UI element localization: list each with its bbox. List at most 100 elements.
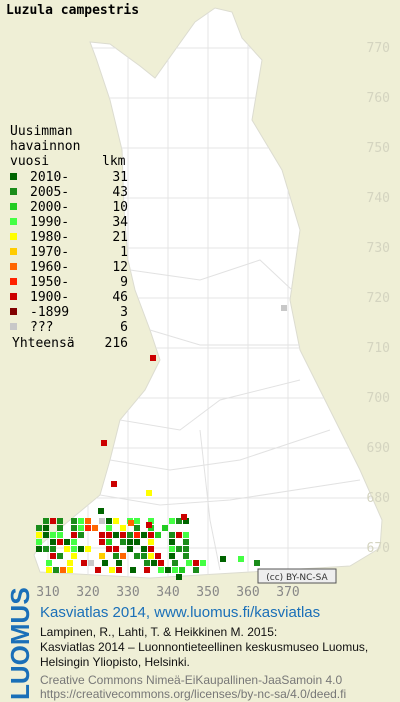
occurrence (254, 560, 260, 566)
occurrence (148, 539, 154, 545)
legend-swatch (10, 278, 17, 285)
legend-label: -1899 (30, 305, 69, 320)
occurrence (150, 355, 156, 361)
legend-swatch (10, 233, 17, 240)
occurrence (106, 532, 112, 538)
occurrence (43, 546, 49, 552)
occurrence (71, 553, 77, 559)
occurrence (155, 553, 161, 559)
occurrence (36, 525, 42, 531)
occurrence (158, 567, 164, 573)
legend-count: 43 (112, 185, 128, 200)
legend-swatch (10, 203, 17, 210)
occurrence (116, 567, 122, 573)
occurrence (169, 518, 175, 524)
occurrence (165, 567, 171, 573)
total-label: Yhteensä (12, 336, 75, 351)
y-label: 760 (367, 91, 390, 106)
occurrence (162, 525, 168, 531)
y-label: 720 (367, 291, 390, 306)
license-badge-text: (cc) BY-NC-SA (266, 573, 328, 583)
occurrence (71, 532, 77, 538)
occurrence (53, 567, 59, 573)
legend-label: 1970- (30, 245, 69, 260)
x-label: 370 (276, 585, 299, 600)
occurrence (141, 532, 147, 538)
occurrence (101, 440, 107, 446)
y-label: 700 (367, 391, 390, 406)
occurrence (78, 532, 84, 538)
legend-swatch (10, 188, 17, 195)
citation-line: Kasviatlas 2014 – Luonnontieteellinen ke… (40, 640, 368, 654)
occurrence (57, 518, 63, 524)
occurrence (146, 522, 152, 528)
occurrence (186, 560, 192, 566)
occurrence (155, 532, 161, 538)
occurrence (67, 567, 73, 573)
occurrence (109, 567, 115, 573)
occurrence (148, 532, 154, 538)
occurrence (71, 539, 77, 545)
occurrence (176, 546, 182, 552)
occurrence (134, 518, 140, 524)
region-borders (99, 259, 361, 571)
legend-count: 10 (112, 200, 128, 215)
legend-swatch (10, 308, 17, 315)
occurrence (106, 525, 112, 531)
y-label: 750 (367, 141, 390, 156)
occurrence (71, 546, 77, 552)
license-line: Creative Commons Nimeä-EiKaupallinen-Jaa… (40, 673, 342, 687)
occurrence (50, 546, 56, 552)
occurrence (50, 539, 56, 545)
legend-label: 1990- (30, 215, 69, 230)
legend-heading: Uusimman (10, 124, 73, 139)
legend-count: 9 (120, 275, 128, 290)
legend-count: 31 (112, 170, 128, 185)
occurrence (99, 553, 105, 559)
occurrence (43, 532, 49, 538)
occurrence (144, 567, 150, 573)
legend-swatch (10, 293, 17, 300)
legend-count: 12 (112, 260, 128, 275)
occurrence (57, 525, 63, 531)
occurrence (113, 532, 119, 538)
occurrence (141, 546, 147, 552)
occurrence (172, 560, 178, 566)
occurrence (102, 560, 108, 566)
occurrence (176, 518, 182, 524)
y-label: 690 (367, 441, 390, 456)
occurrence (99, 539, 105, 545)
y-label: 730 (367, 241, 390, 256)
occurrence (169, 539, 175, 545)
occurrence (78, 518, 84, 524)
occurrence (158, 560, 164, 566)
legend-count: 6 (120, 320, 128, 335)
license-line: https://creativecommons.org/licenses/by-… (40, 687, 346, 701)
occurrence (71, 525, 77, 531)
occurrence (183, 532, 189, 538)
brand: LUOMUS (5, 587, 35, 700)
occurrence (120, 539, 126, 545)
occurrences (36, 305, 287, 580)
occurrence (130, 567, 136, 573)
occurrence (95, 567, 101, 573)
occurrence (200, 560, 206, 566)
occurrence (148, 546, 154, 552)
occurrence (43, 525, 49, 531)
occurrence (220, 556, 226, 562)
x-label: 340 (156, 585, 179, 600)
occurrence (148, 553, 154, 559)
x-label: 350 (196, 585, 219, 600)
occurrence (43, 518, 49, 524)
legend-heading: havainnon (10, 139, 80, 154)
map-title: Luzula campestris (6, 3, 139, 18)
occurrence (181, 514, 187, 520)
y-label: 680 (367, 491, 390, 506)
atlas-link: Kasviatlas 2014, www.luomus.fi/kasviatla… (40, 604, 320, 621)
legend-swatch (10, 248, 17, 255)
occurrence (141, 553, 147, 559)
occurrence (281, 305, 287, 311)
legend-swatch (10, 263, 17, 270)
occurrence (85, 546, 91, 552)
